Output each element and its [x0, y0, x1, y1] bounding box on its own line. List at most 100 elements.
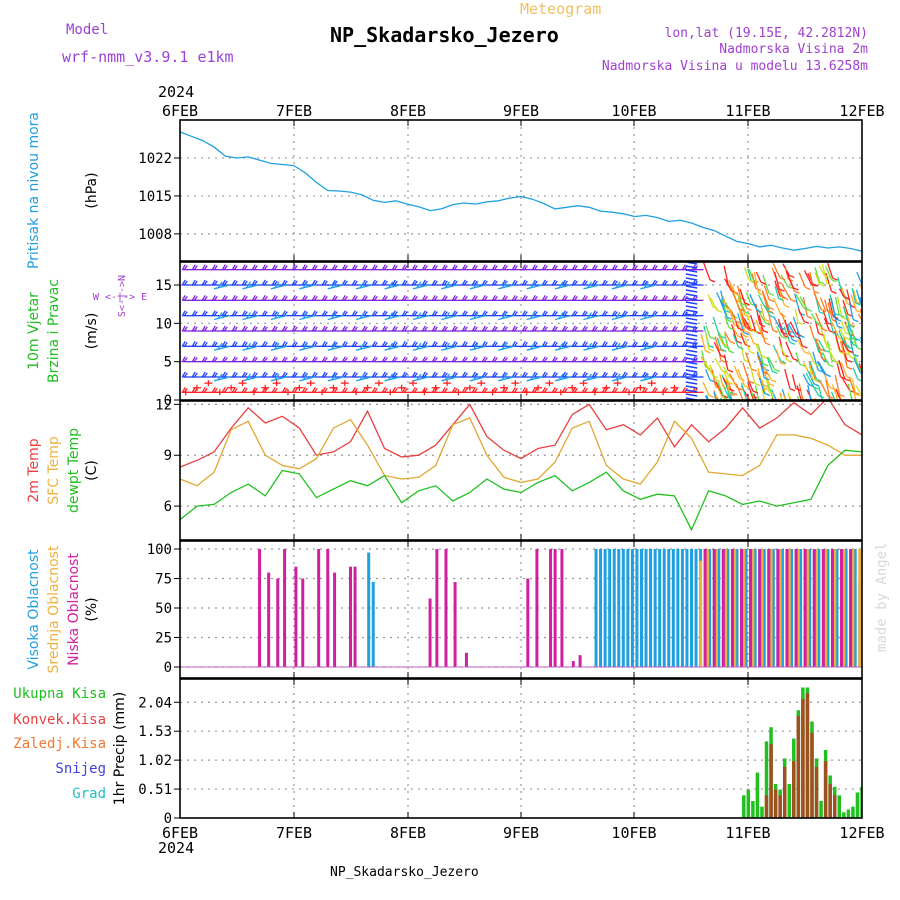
wind-barb	[855, 385, 862, 398]
wind-barb	[739, 309, 746, 332]
wind-barb	[413, 387, 418, 393]
wind-barb	[817, 323, 823, 327]
wind-barb	[819, 411, 824, 413]
wind-barb	[384, 376, 401, 382]
wind-barb	[327, 314, 344, 321]
wind-barb	[768, 383, 775, 387]
wind-barb	[481, 325, 486, 332]
wind-barb	[803, 362, 810, 373]
wind-barb	[728, 381, 734, 385]
y-tick-label: 100	[147, 542, 172, 558]
wind-barb	[581, 294, 586, 301]
wind-barb	[621, 386, 626, 393]
wind-barb	[834, 296, 840, 316]
wind-barb	[797, 308, 805, 322]
wind-barb	[433, 295, 438, 301]
wind-barb	[783, 326, 791, 343]
wind-barb	[513, 311, 518, 317]
wind-barb	[571, 325, 576, 332]
srednja-oblacnost-bar	[796, 549, 800, 667]
wind-barb	[351, 310, 356, 317]
y-tick-label: 10	[155, 316, 172, 332]
wind-barb	[591, 294, 596, 301]
wind-barb	[851, 379, 857, 394]
wind-barb	[631, 386, 636, 393]
wind-barb	[388, 281, 394, 289]
wind-barb	[685, 369, 698, 373]
wind-barb	[611, 386, 616, 393]
wind-barb	[720, 359, 727, 363]
wind-barb	[341, 386, 346, 393]
wind-barb	[241, 371, 246, 378]
wind-barb	[241, 310, 246, 317]
wind-barb	[383, 295, 388, 301]
wind-barb	[471, 371, 476, 378]
wind-barb	[503, 295, 508, 301]
wind-barb	[818, 265, 825, 276]
wind-barb	[685, 353, 698, 357]
wind-barb	[777, 318, 783, 333]
wind-barb	[747, 328, 753, 332]
wind-barb	[704, 362, 714, 376]
wind-barb	[832, 277, 838, 281]
y-tick-label: 25	[155, 631, 172, 647]
wind-barb	[724, 278, 733, 292]
wind-barb	[868, 381, 873, 383]
wind-barb	[802, 373, 810, 385]
wind-barb	[583, 372, 588, 378]
wind-barb	[431, 279, 436, 286]
wind-barb	[673, 357, 678, 363]
wind-barb	[243, 326, 248, 332]
wind-barb	[341, 325, 346, 332]
wind-barb	[611, 356, 616, 363]
wind-barb	[493, 265, 498, 271]
wind-barb	[201, 310, 206, 317]
wind-barb	[413, 357, 418, 363]
niska-oblacnost-bar	[453, 582, 457, 667]
wind-barb	[798, 383, 804, 400]
wind-barb	[593, 326, 598, 332]
visoka-oblacnost-bar	[603, 549, 607, 667]
wind-barb	[381, 294, 386, 301]
wind-barb	[663, 341, 668, 347]
wind-barb	[291, 356, 296, 363]
visoka-oblacnost-bar	[649, 549, 653, 667]
wind-barb	[271, 294, 276, 301]
wind-barb	[383, 357, 388, 363]
y-axis-label: 1hr Precip (mm)	[112, 692, 128, 805]
wind-barb	[685, 317, 698, 321]
wind-barb	[593, 265, 598, 271]
wind-barb	[301, 279, 306, 286]
wind-barb	[473, 373, 479, 381]
wind-barb	[717, 381, 726, 400]
wind-barb	[840, 286, 848, 304]
wind-barb	[732, 291, 741, 310]
wind-barb	[443, 295, 448, 301]
wind-barb	[852, 289, 858, 303]
wind-barb	[411, 340, 416, 347]
wind-barb	[651, 325, 656, 332]
wind-barb	[388, 342, 394, 350]
wind-barb	[501, 373, 507, 381]
wind-barb	[356, 345, 373, 351]
wind-barb	[744, 330, 750, 334]
wind-barb	[263, 311, 268, 317]
wind-barb	[671, 294, 676, 301]
wind-barb	[603, 326, 608, 332]
wind-barb	[271, 279, 276, 286]
wind-barb	[828, 349, 837, 363]
wind-barb	[241, 294, 246, 301]
wind-barb	[261, 279, 266, 286]
wind-barb	[491, 340, 496, 347]
wind-barb	[313, 326, 318, 332]
wind-barb	[640, 284, 657, 290]
wind-barb	[451, 386, 456, 393]
wind-barb	[671, 371, 676, 378]
wind-barb	[221, 310, 226, 317]
konvek-kisa-bar	[782, 766, 787, 818]
bottom-tick-label: 8FEB	[390, 824, 426, 842]
wind-barb	[843, 351, 849, 356]
wind-barb	[181, 386, 186, 393]
wind-barb	[709, 279, 716, 283]
wind-barb	[483, 387, 488, 393]
